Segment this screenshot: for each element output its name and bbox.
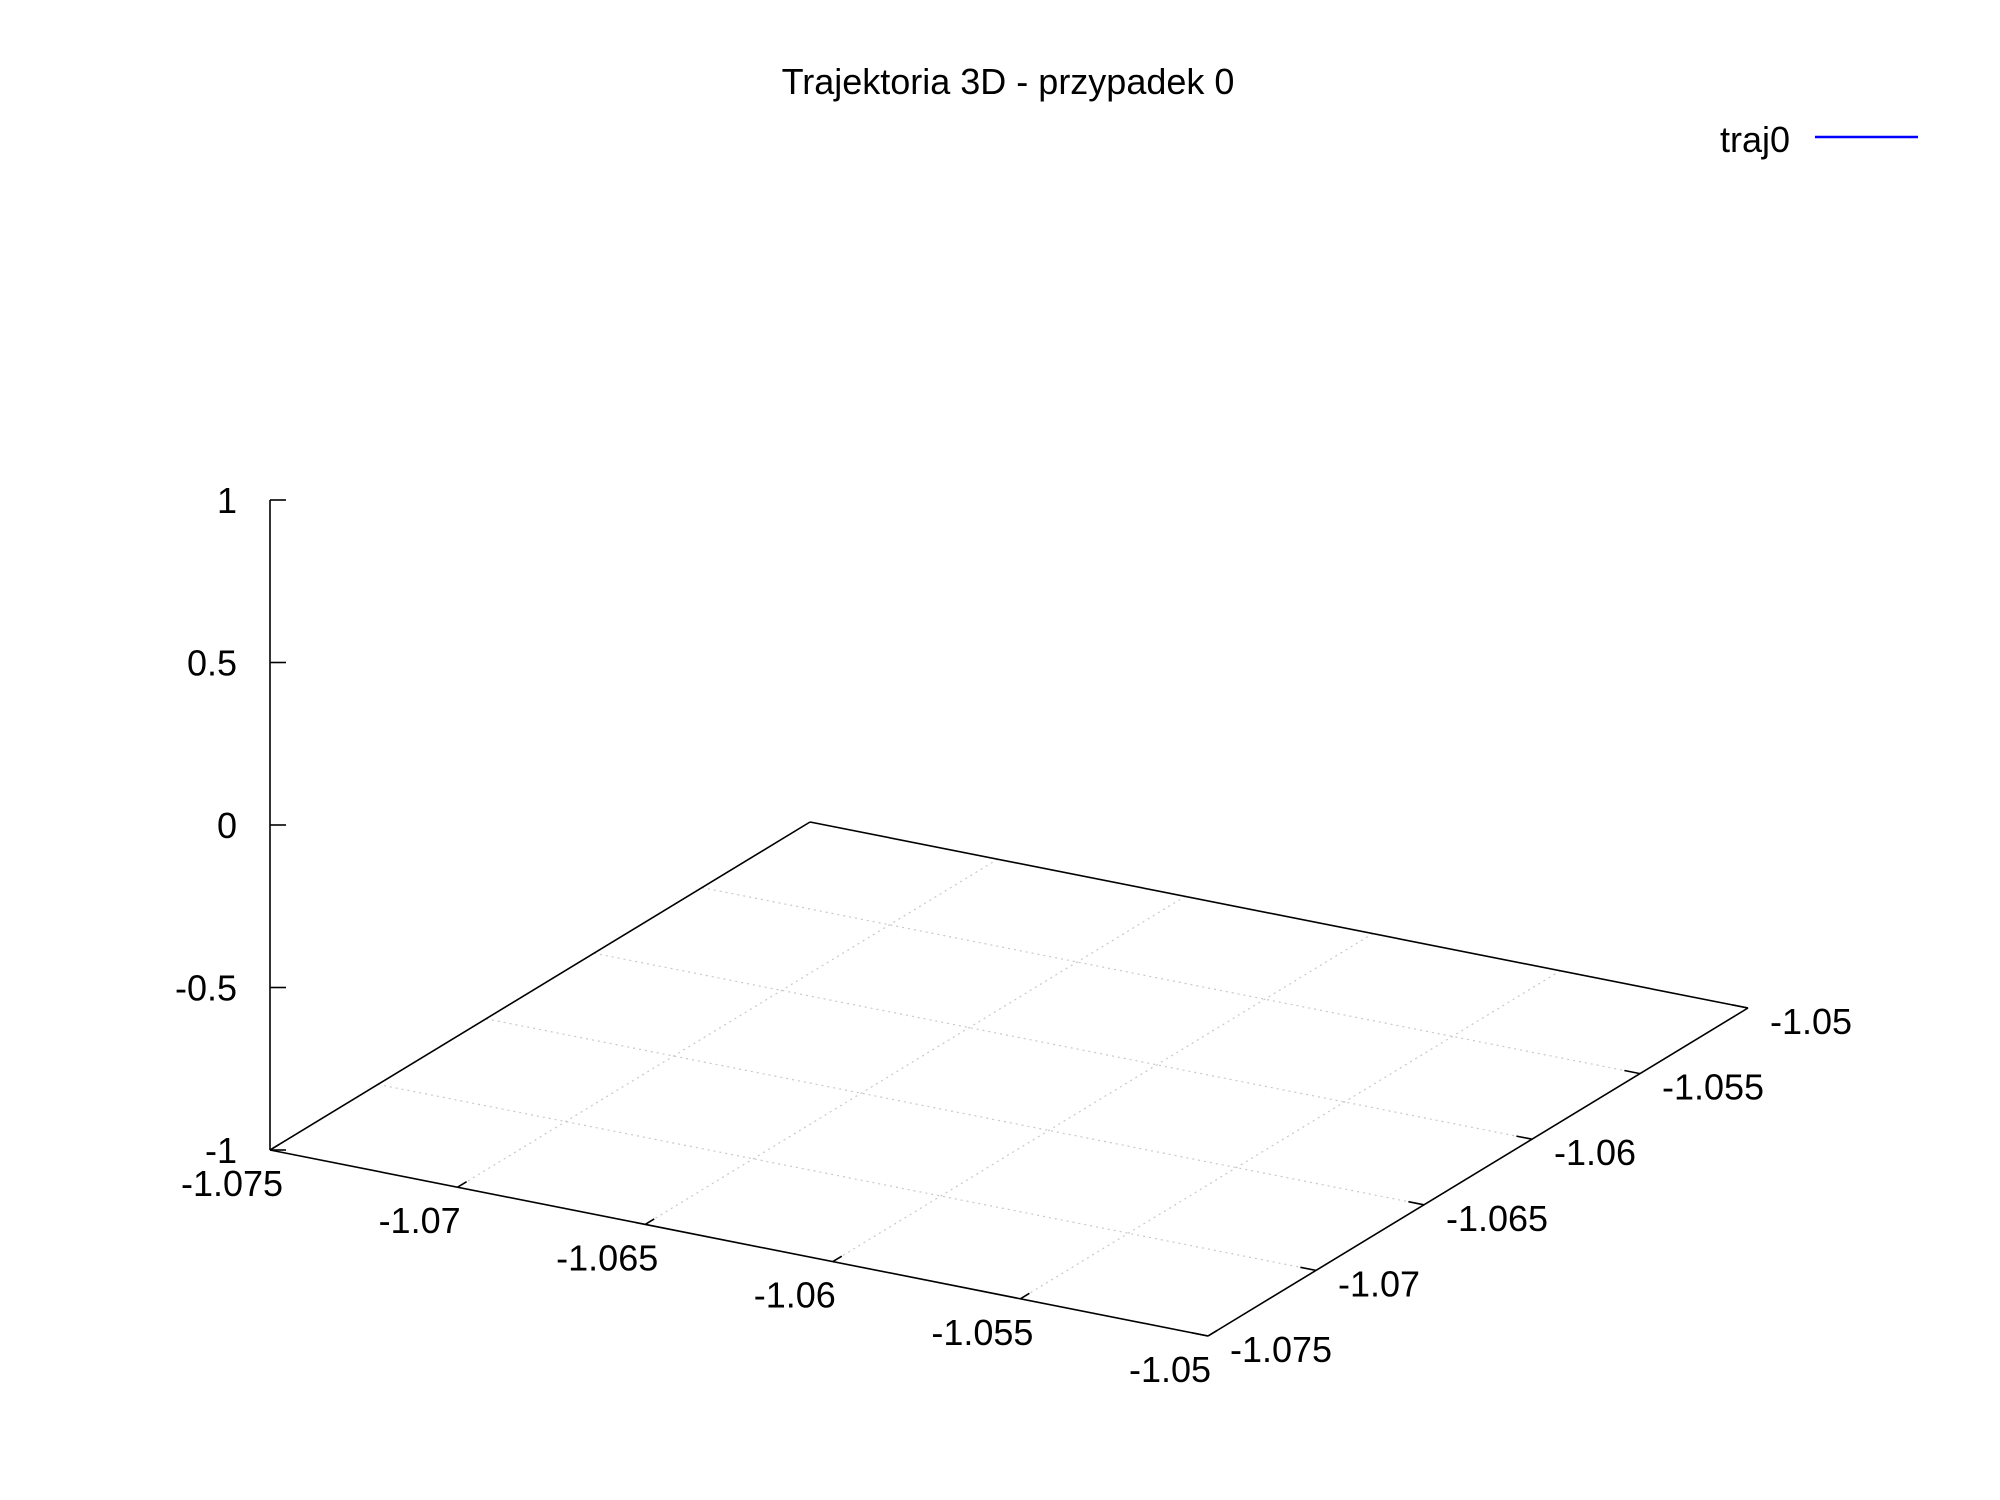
x-tick-2 bbox=[644, 1218, 655, 1226]
z-tick-label-1: -0.5 bbox=[175, 968, 237, 1009]
y-tick-0 bbox=[1192, 1332, 1209, 1337]
grid-line-y-4 bbox=[701, 887, 1641, 1075]
x-tick-label-2: -1.065 bbox=[556, 1237, 658, 1278]
back-right-edge bbox=[809, 821, 1749, 1009]
x-tick-label-1: -1.07 bbox=[379, 1200, 461, 1241]
x-tick-3 bbox=[832, 1255, 843, 1263]
legend-label-traj0: traj0 bbox=[1720, 119, 1790, 160]
y-tick-label-0: -1.075 bbox=[1230, 1329, 1332, 1370]
z-tick-label-3: 0.5 bbox=[187, 643, 237, 684]
legend: traj0 bbox=[1720, 119, 1918, 160]
y-tick-label-4: -1.055 bbox=[1662, 1067, 1764, 1108]
x-tick-4 bbox=[1019, 1292, 1030, 1300]
tick-labels: -1.075-1.07-1.065-1.06-1.055-1.05 -1.075-… bbox=[175, 480, 1852, 1390]
grid-line-x-4 bbox=[1020, 970, 1561, 1300]
x-tick-label-0: -1.075 bbox=[181, 1163, 283, 1204]
grid-line-y-2 bbox=[485, 1018, 1425, 1206]
z-tick-label-4: 1 bbox=[217, 480, 237, 521]
back-left-edge bbox=[269, 821, 811, 1151]
z-tick-label-2: 0 bbox=[217, 805, 237, 846]
y-tick-label-3: -1.06 bbox=[1554, 1132, 1636, 1173]
y-tick-2 bbox=[1408, 1200, 1425, 1206]
grid-line-y-1 bbox=[377, 1083, 1317, 1271]
ticks bbox=[269, 499, 1749, 1337]
grid-line-x-2 bbox=[644, 895, 1186, 1225]
y-tick-label-5: -1.05 bbox=[1770, 1001, 1852, 1042]
x-tick-0 bbox=[269, 1143, 280, 1151]
x-tick-label-5: -1.05 bbox=[1129, 1349, 1211, 1390]
y-tick-5 bbox=[1732, 1004, 1749, 1009]
x-tick-label-3: -1.06 bbox=[754, 1275, 836, 1316]
y-tick-1 bbox=[1300, 1266, 1317, 1272]
chart-title: Trajektoria 3D - przypadek 0 bbox=[782, 61, 1235, 102]
grid-line-y-3 bbox=[593, 952, 1533, 1140]
x-tick-5 bbox=[1207, 1329, 1218, 1337]
grid-line-x-3 bbox=[832, 933, 1374, 1263]
y-tick-4 bbox=[1624, 1069, 1641, 1075]
grid bbox=[269, 821, 1749, 1337]
y-tick-3 bbox=[1516, 1135, 1533, 1140]
z-tick-label-0: -1 bbox=[205, 1130, 237, 1171]
y-tick-label-2: -1.065 bbox=[1446, 1198, 1548, 1239]
x-tick-1 bbox=[457, 1181, 468, 1188]
x-tick-label-4: -1.055 bbox=[931, 1312, 1033, 1353]
x-axis bbox=[269, 1149, 1209, 1337]
y-axis bbox=[1207, 1007, 1749, 1337]
y-tick-label-1: -1.07 bbox=[1338, 1263, 1420, 1304]
grid-line-x-1 bbox=[457, 858, 998, 1188]
